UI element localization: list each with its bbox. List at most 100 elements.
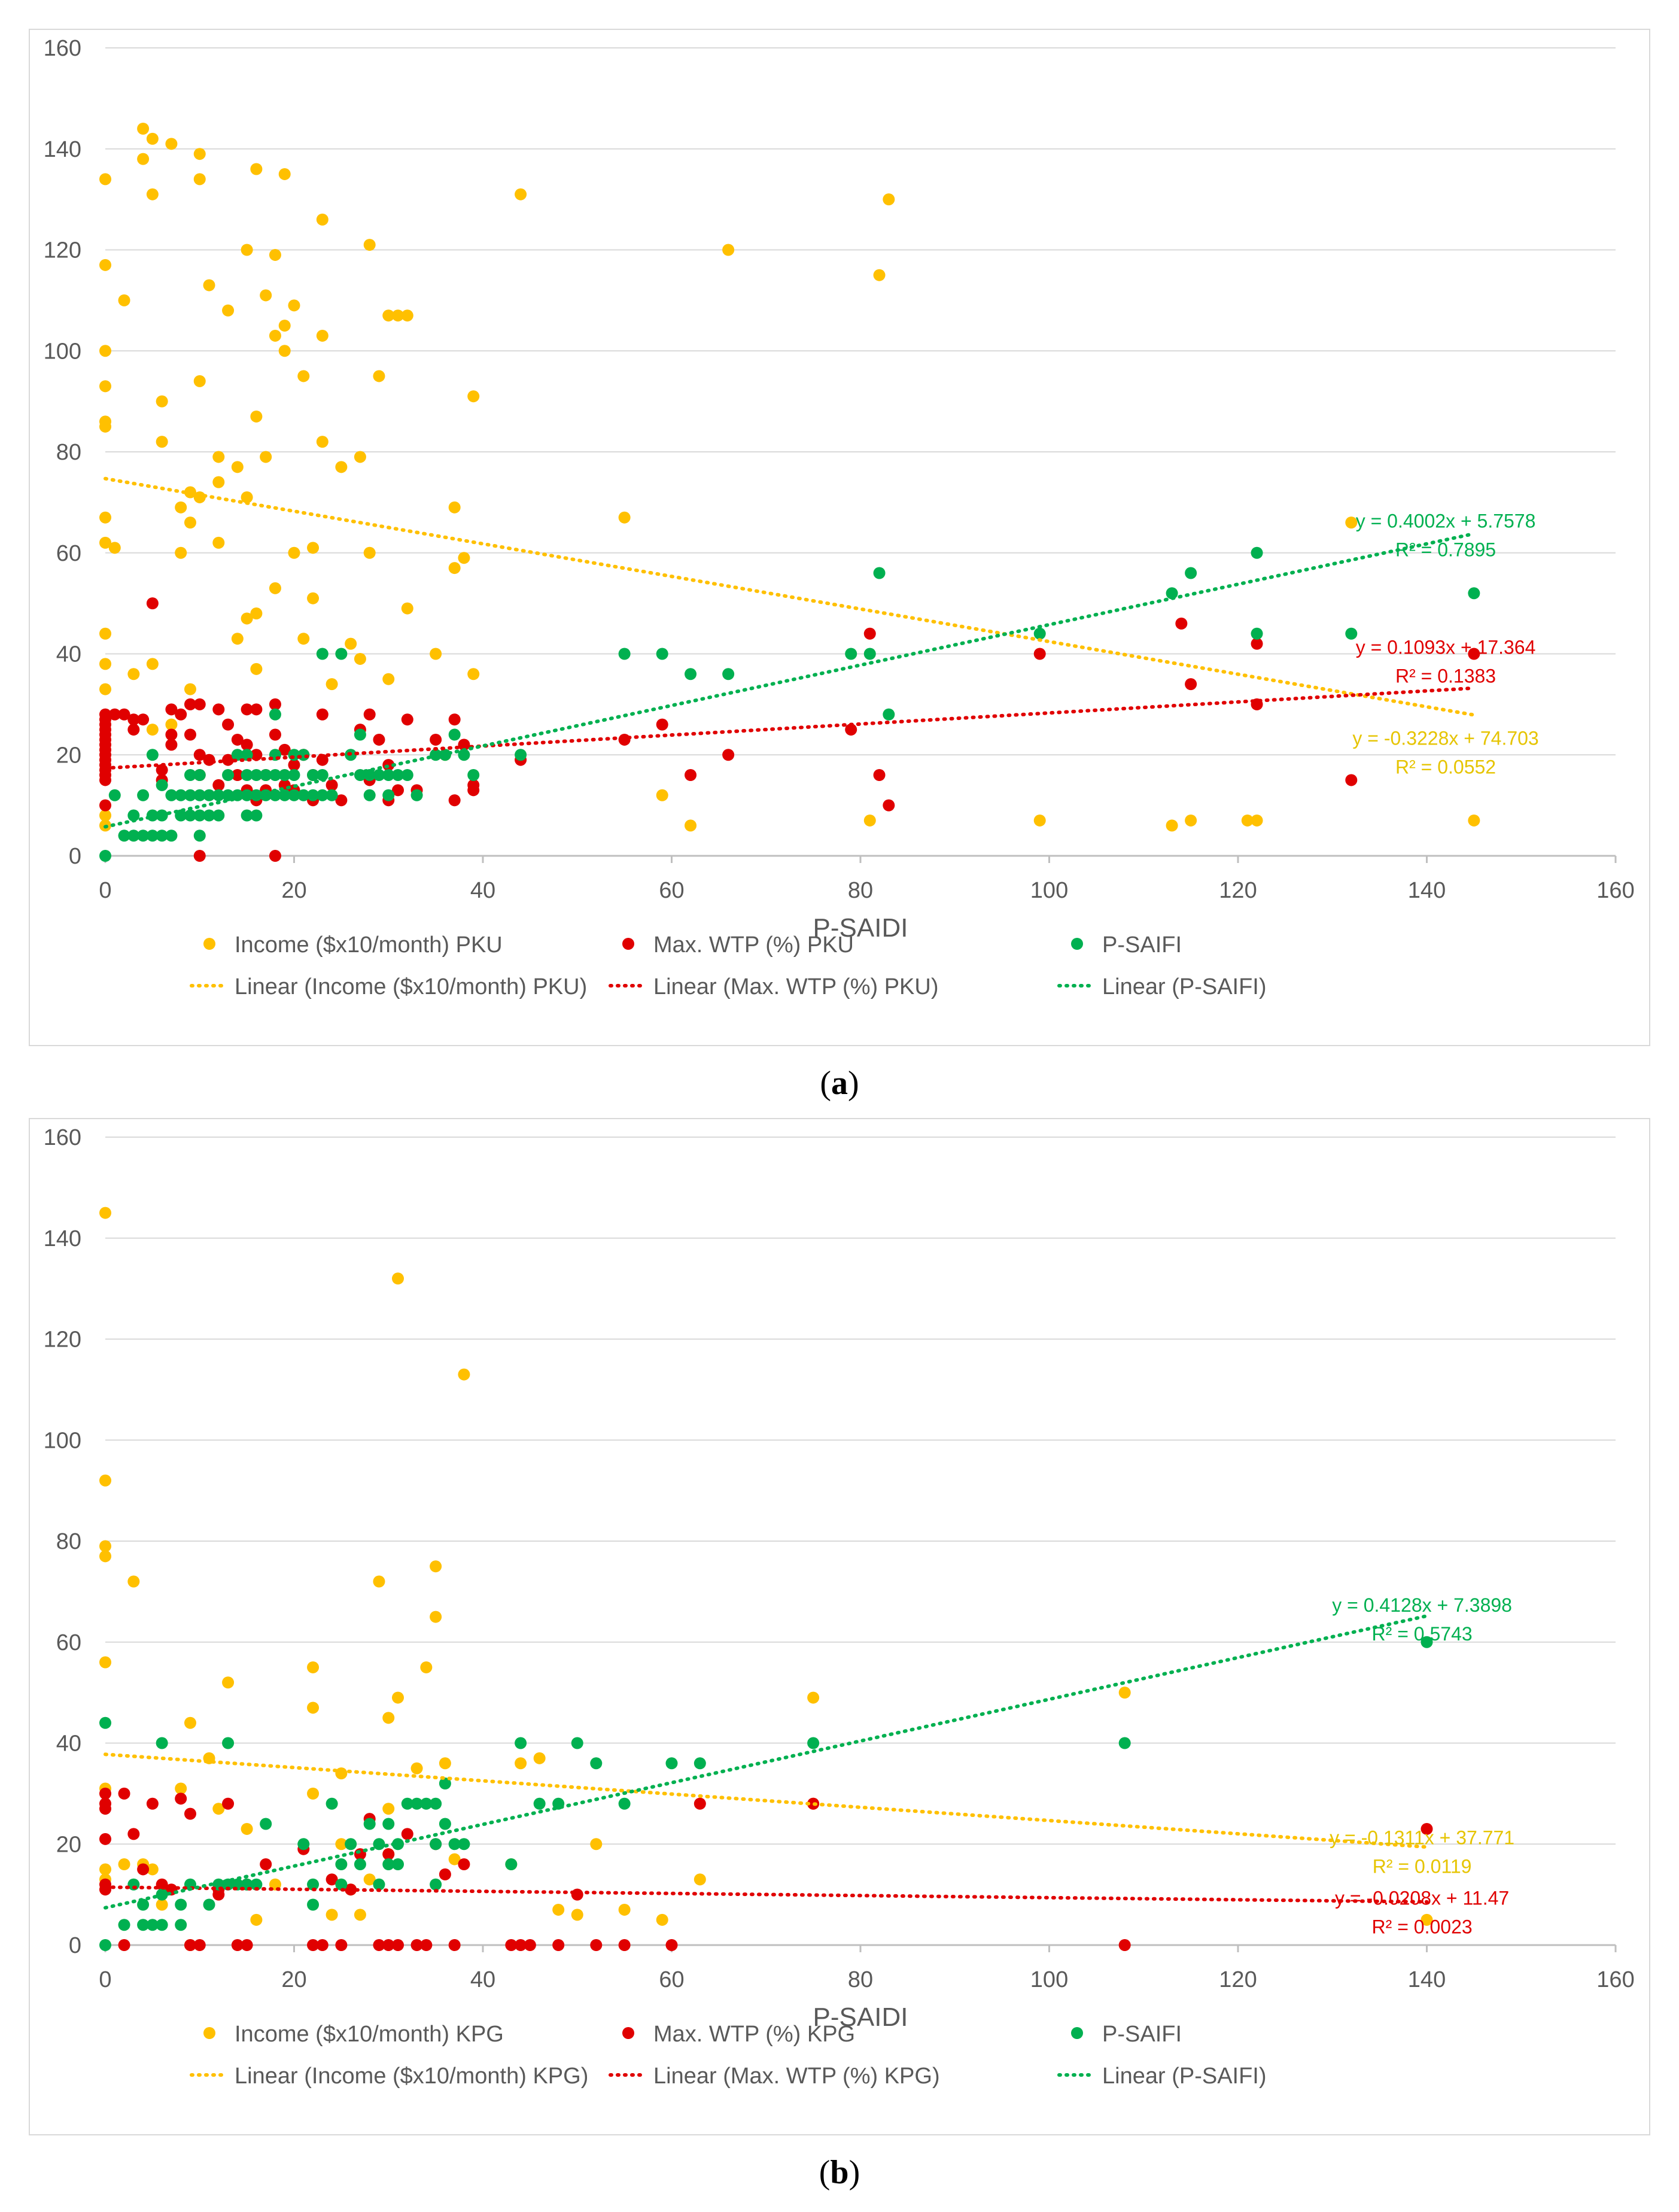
- data-point-income: [193, 148, 206, 160]
- data-point-saifi: [618, 648, 631, 660]
- data-point-saifi: [250, 809, 263, 822]
- data-point-income: [354, 1909, 366, 1921]
- data-point-saifi: [382, 769, 395, 781]
- y-tick-label: 80: [56, 440, 81, 465]
- legend-marker-income: [203, 938, 215, 950]
- data-point-wtp: [269, 850, 281, 862]
- caption-a-letter: a: [831, 1065, 848, 1102]
- data-point-income: [99, 1207, 111, 1219]
- data-point-wtp: [316, 708, 328, 721]
- x-tick-label: 100: [1030, 1967, 1068, 1992]
- data-point-income: [458, 1368, 470, 1381]
- data-point-saifi: [146, 749, 159, 761]
- data-point-saifi: [430, 1797, 442, 1810]
- data-point-saifi: [656, 648, 668, 660]
- data-point-saifi: [307, 789, 320, 801]
- legend-label: P-SAIFI: [1102, 2022, 1182, 2047]
- data-point-income: [222, 304, 235, 317]
- trendline-saifi: [104, 1614, 1429, 1910]
- data-point-saifi: [363, 1818, 376, 1830]
- y-tick-label: 60: [56, 541, 81, 566]
- data-point-income: [297, 370, 310, 382]
- data-point-saifi: [373, 1838, 385, 1851]
- data-point-income: [146, 1863, 159, 1876]
- data-point-wtp: [137, 1863, 150, 1876]
- data-point-income: [316, 329, 328, 342]
- data-point-income: [175, 501, 187, 514]
- data-point-saifi: [430, 1838, 442, 1851]
- data-point-income: [1033, 814, 1046, 827]
- data-point-income: [99, 1863, 111, 1876]
- data-point-saifi: [448, 728, 461, 741]
- y-tick-label: 160: [44, 1125, 81, 1150]
- data-point-wtp: [335, 1939, 348, 1951]
- data-point-wtp: [873, 769, 886, 781]
- trendline-equation: y = 0.4128x + 7.3898: [1332, 1594, 1512, 1616]
- data-point-income: [1468, 814, 1480, 827]
- data-point-wtp: [845, 724, 857, 736]
- data-point-saifi: [571, 1737, 583, 1749]
- data-point-saifi: [212, 789, 225, 801]
- data-point-saifi: [297, 1838, 310, 1851]
- y-tick-label: 40: [56, 1731, 81, 1757]
- data-point-income: [137, 123, 150, 135]
- data-point-income: [354, 652, 366, 665]
- data-point-saifi: [241, 769, 253, 781]
- legend-marker-saifi: [1071, 2027, 1083, 2039]
- y-tick-label: 120: [44, 1327, 81, 1353]
- data-point-income: [118, 294, 130, 306]
- data-point-saifi: [863, 648, 876, 660]
- data-point-wtp: [288, 759, 300, 771]
- data-point-income: [316, 213, 328, 226]
- data-point-income: [448, 501, 461, 514]
- data-point-saifi: [1251, 546, 1263, 559]
- data-point-saifi: [260, 769, 272, 781]
- data-point-saifi: [420, 1797, 433, 1810]
- data-point-income: [363, 1873, 376, 1886]
- data-point-saifi: [203, 809, 215, 822]
- data-point-income: [430, 648, 442, 660]
- data-point-saifi: [307, 769, 320, 781]
- data-point-saifi: [401, 769, 413, 781]
- data-point-wtp: [410, 1939, 423, 1951]
- data-point-income: [165, 718, 178, 731]
- data-point-saifi: [278, 769, 291, 781]
- trendline-wtp: [104, 1885, 1429, 1904]
- data-point-income: [458, 552, 470, 564]
- data-point-income: [99, 1550, 111, 1563]
- data-point-income: [231, 633, 244, 645]
- data-point-saifi: [316, 769, 328, 781]
- data-point-wtp: [722, 749, 735, 761]
- chart-a-svg: 0 20 40 60 80 100 120 140 160 0 20 40 60 80 100 120 140 1…: [44, 36, 1635, 999]
- trendline-equation: y = -0.3228x + 74.703: [1352, 727, 1538, 749]
- x-tick-label: 120: [1219, 878, 1257, 903]
- data-point-wtp: [1345, 774, 1358, 786]
- data-point-wtp: [146, 1797, 159, 1810]
- data-point-wtp: [212, 703, 225, 716]
- x-tick-label: 20: [281, 878, 306, 903]
- data-point-wtp: [118, 708, 130, 721]
- data-point-income: [307, 592, 320, 604]
- data-point-income: [99, 380, 111, 393]
- data-point-wtp: [127, 724, 140, 736]
- data-point-saifi: [203, 789, 215, 801]
- data-point-income: [656, 1913, 668, 1926]
- data-point-income: [193, 173, 206, 186]
- data-point-wtp: [420, 1939, 433, 1951]
- data-point-income: [863, 814, 876, 827]
- data-point-saifi: [410, 1797, 423, 1810]
- data-point-income: [345, 637, 357, 650]
- data-point-wtp: [193, 850, 206, 862]
- y-tick-label: 0: [69, 1933, 81, 1958]
- data-point-saifi: [193, 830, 206, 842]
- data-point-income: [99, 259, 111, 271]
- legend-label: Linear (Max. WTP (%) KPG): [653, 2064, 940, 2089]
- data-point-saifi: [108, 789, 121, 801]
- data-point-saifi: [297, 789, 310, 801]
- data-point-wtp: [363, 708, 376, 721]
- data-point-wtp: [231, 1939, 244, 1951]
- data-point-wtp: [439, 1868, 451, 1880]
- data-point-saifi: [439, 1778, 451, 1789]
- data-point-income: [618, 1903, 631, 1916]
- data-point-wtp: [863, 627, 876, 640]
